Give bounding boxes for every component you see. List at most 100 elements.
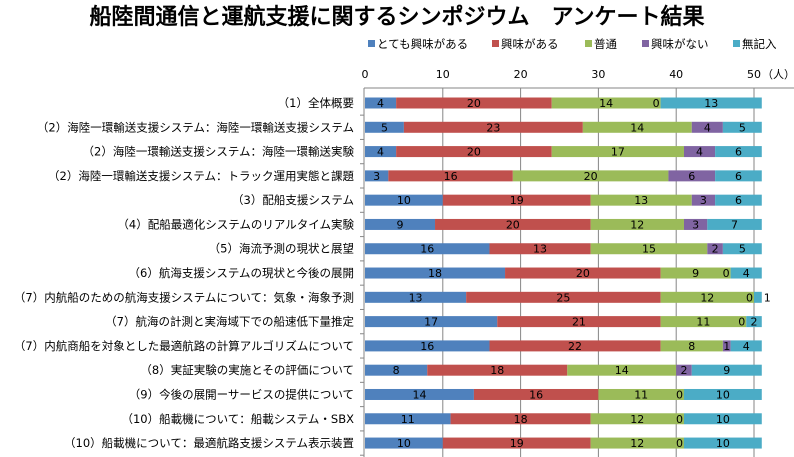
category-label: （2）海陸一環輸送支援システム：トラック運用実態と課題 xyxy=(48,169,354,183)
bar-segment xyxy=(730,267,762,279)
bar-segment xyxy=(365,437,443,449)
bar-segment xyxy=(683,388,762,400)
data-label: 0 xyxy=(653,97,660,110)
bar-segment xyxy=(746,316,762,328)
data-label: 9 xyxy=(692,267,699,280)
data-label: 14 xyxy=(630,121,644,134)
bar-segment xyxy=(442,437,591,449)
legend-label: 無記入 xyxy=(742,37,777,51)
bar-segment xyxy=(365,194,443,206)
bar-segment xyxy=(450,413,591,425)
data-label: 12 xyxy=(630,218,644,231)
data-label: 6 xyxy=(735,194,742,207)
x-tick-label: 30 xyxy=(591,68,605,81)
data-label: 20 xyxy=(576,267,590,280)
bar-segment xyxy=(660,291,754,303)
data-label: 17 xyxy=(424,316,438,329)
data-label: 18 xyxy=(490,364,504,377)
legend-swatch xyxy=(492,40,499,47)
x-tick-label: 10 xyxy=(436,68,450,81)
data-label: 3 xyxy=(700,194,707,207)
bar-segment xyxy=(365,121,404,133)
data-label: 5 xyxy=(739,243,746,256)
data-labels: 4 20 14 0 135 23 14 4 54 20 17 4 63 16 20 6 610 19 13 3 69 20… xyxy=(373,97,771,450)
data-label: 13 xyxy=(409,291,423,304)
data-label: 18 xyxy=(514,413,528,426)
bar-segment xyxy=(722,243,762,255)
bar-segment xyxy=(551,97,661,109)
bar-segment xyxy=(660,97,762,109)
bar-segment xyxy=(683,413,762,425)
category-labels: （1）全体概要 （2）海陸一環輸送支援システム：海陸一環輸送支援システム （2）海陸… xyxy=(14,96,364,456)
data-label: 10 xyxy=(716,388,730,401)
legend-label: 普通 xyxy=(594,37,617,51)
data-label: 5 xyxy=(739,121,746,134)
category-label: （6）航海支援システムの現状と今後の展開 xyxy=(129,266,354,280)
bar-segment xyxy=(683,218,708,230)
data-label: 0 xyxy=(676,437,683,450)
data-label: 19 xyxy=(510,194,524,207)
bar-segment xyxy=(590,243,708,255)
bar-segment xyxy=(754,291,762,303)
bar-segment xyxy=(365,316,498,328)
bar-segment xyxy=(590,437,684,449)
data-label: 23 xyxy=(486,121,500,134)
bar-segment xyxy=(505,267,661,279)
data-label: 11 xyxy=(401,413,415,426)
bar-segment xyxy=(715,146,762,158)
data-label: 4 xyxy=(696,146,703,159)
data-label: 20 xyxy=(467,97,481,110)
bar-segment xyxy=(365,267,506,279)
bar-segment xyxy=(473,388,599,400)
bar-segment xyxy=(590,218,684,230)
bar-segment xyxy=(365,291,467,303)
data-label: 9 xyxy=(397,218,404,231)
bar-segment xyxy=(691,121,723,133)
bar-segment xyxy=(365,364,428,376)
data-label: 4 xyxy=(743,340,750,353)
data-label: 13 xyxy=(634,194,648,207)
x-tick-label: 20 xyxy=(514,68,528,81)
data-label: 2 xyxy=(751,316,758,329)
data-label: 3 xyxy=(692,218,699,231)
bar-segment xyxy=(691,364,762,376)
bar-segment xyxy=(715,194,762,206)
data-label: 5 xyxy=(381,121,388,134)
bar-segment xyxy=(707,218,762,230)
category-label: （7）内航商船を対象とした最適航路の計算アルゴリズムについて xyxy=(14,339,354,353)
category-label: （8）実証実験の実施とその評価について xyxy=(140,363,354,377)
bars xyxy=(365,97,762,449)
bar-segment xyxy=(715,170,762,182)
bar-segment xyxy=(551,146,684,158)
data-label: 21 xyxy=(572,316,586,329)
data-label: 22 xyxy=(568,340,582,353)
data-label: 6 xyxy=(688,170,695,183)
data-label: 1 xyxy=(723,340,730,353)
data-label: 12 xyxy=(700,291,714,304)
bar-segment xyxy=(512,170,669,182)
bar-segment xyxy=(567,364,677,376)
data-label: 10 xyxy=(716,413,730,426)
data-label: 2 xyxy=(712,243,719,256)
data-label: 4 xyxy=(377,146,384,159)
bar-segment xyxy=(660,267,731,279)
data-label: 10 xyxy=(397,437,411,450)
bar-segment xyxy=(365,146,397,158)
data-label: 20 xyxy=(584,170,598,183)
data-label: 1 xyxy=(764,291,771,304)
legend-label: とても興味がある xyxy=(377,37,468,51)
bar-segment xyxy=(489,340,661,352)
bar-segment xyxy=(722,121,762,133)
data-label: 3 xyxy=(373,170,380,183)
bar-segment xyxy=(683,146,716,158)
data-label: 2 xyxy=(680,364,687,377)
bar-segment xyxy=(365,340,490,352)
data-label: 0 xyxy=(676,413,683,426)
data-label: 8 xyxy=(393,364,400,377)
data-label: 14 xyxy=(599,97,613,110)
data-label: 0 xyxy=(738,316,745,329)
data-label: 12 xyxy=(630,437,644,450)
data-label: 16 xyxy=(420,243,434,256)
data-label: 16 xyxy=(444,170,458,183)
